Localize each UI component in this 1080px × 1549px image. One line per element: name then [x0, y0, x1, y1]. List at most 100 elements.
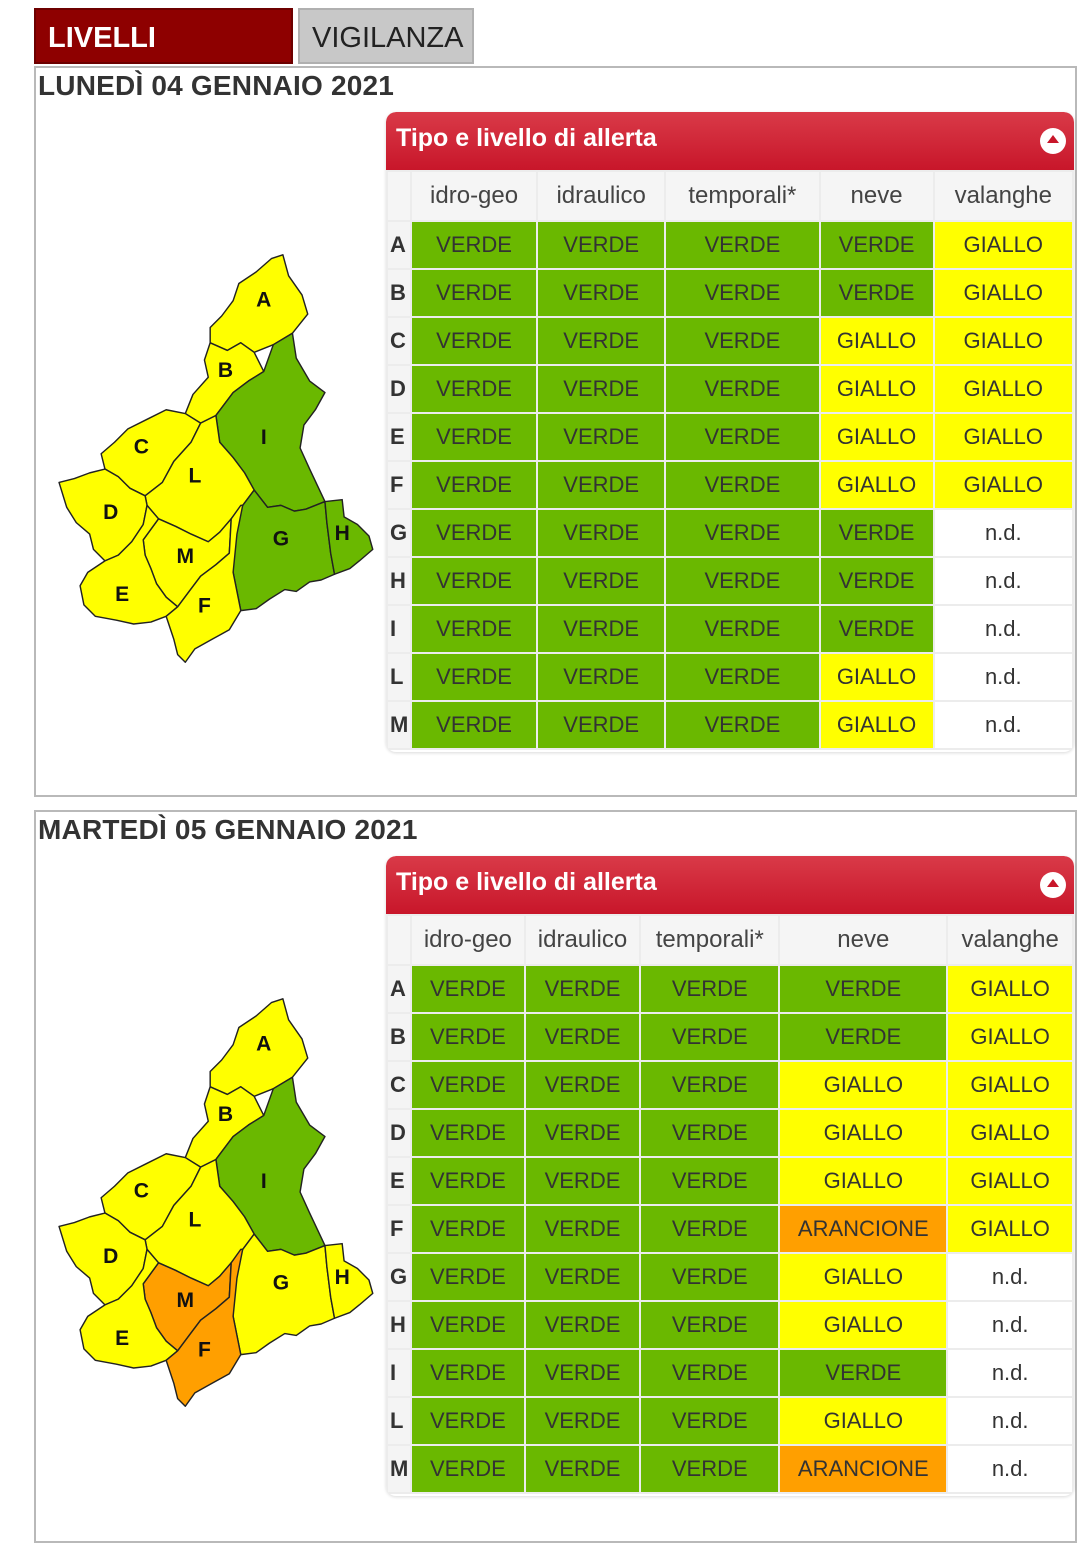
alert-cell: VERDE — [641, 1350, 779, 1396]
panel-header[interactable]: Tipo e livello di allerta — [386, 856, 1074, 914]
panel-header[interactable]: Tipo e livello di allerta — [386, 112, 1074, 170]
map-zone-label: H — [335, 522, 350, 545]
map-zone-label: H — [335, 1266, 350, 1289]
table-row: E VERDE VERDE VERDE GIALLO GIALLO — [388, 1158, 1072, 1204]
alert-cell: VERDE — [641, 966, 779, 1012]
alert-cell: VERDE — [412, 270, 537, 316]
table-row: B VERDE VERDE VERDE VERDE GIALLO — [388, 270, 1072, 316]
zone-label: G — [388, 510, 410, 556]
zone-label: G — [388, 1254, 410, 1300]
column-header: idro-geo — [412, 172, 537, 220]
column-header: valanghe — [948, 916, 1072, 964]
column-header: temporali* — [666, 172, 819, 220]
alert-cell: VERDE — [412, 654, 537, 700]
alert-cell: GIALLO — [820, 654, 933, 700]
alert-cell: n.d. — [948, 1254, 1072, 1300]
alert-cell: VERDE — [412, 1350, 524, 1396]
alert-cell: VERDE — [820, 270, 933, 316]
alert-cell: VERDE — [412, 558, 537, 604]
alert-cell: VERDE — [412, 414, 537, 460]
column-header: idraulico — [525, 916, 640, 964]
alert-cell: GIALLO — [780, 1398, 947, 1444]
alert-cell: VERDE — [666, 510, 819, 556]
alert-cell: GIALLO — [820, 414, 933, 460]
alert-cell: VERDE — [666, 606, 819, 652]
collapse-icon[interactable] — [1040, 128, 1066, 154]
zone-label: D — [388, 366, 410, 412]
alert-cell: VERDE — [641, 1062, 779, 1108]
alert-cell: GIALLO — [948, 1206, 1072, 1252]
alert-cell: VERDE — [538, 558, 665, 604]
table-row: H VERDE VERDE VERDE GIALLO n.d. — [388, 1302, 1072, 1348]
alert-cell: GIALLO — [948, 1110, 1072, 1156]
alert-cell: VERDE — [538, 654, 665, 700]
alert-cell: VERDE — [412, 366, 537, 412]
alert-cell: VERDE — [820, 606, 933, 652]
collapse-icon[interactable] — [1040, 872, 1066, 898]
table-row: L VERDE VERDE VERDE GIALLO n.d. — [388, 654, 1072, 700]
table-row: C VERDE VERDE VERDE GIALLO GIALLO — [388, 318, 1072, 364]
zone-label: B — [388, 1014, 410, 1060]
alert-table: idro-geo idraulico temporali* neve valanghe A… — [386, 914, 1074, 1494]
alert-cell: VERDE — [820, 222, 933, 268]
table-row: L VERDE VERDE VERDE GIALLO n.d. — [388, 1398, 1072, 1444]
map-zone-label: G — [273, 1272, 289, 1295]
alert-cell: VERDE — [412, 318, 537, 364]
alert-cell: n.d. — [934, 702, 1072, 748]
zone-label: M — [388, 1446, 410, 1492]
alert-table: idro-geo idraulico temporali* neve valanghe A… — [386, 170, 1074, 750]
map-zone-e[interactable] — [79, 1248, 179, 1369]
alert-cell: VERDE — [666, 366, 819, 412]
table-row: M VERDE VERDE VERDE ARANCIONE n.d. — [388, 1446, 1072, 1492]
alert-cell: VERDE — [538, 222, 665, 268]
alert-cell: VERDE — [641, 1206, 779, 1252]
alert-cell: VERDE — [538, 414, 665, 460]
alert-cell: GIALLO — [780, 1110, 947, 1156]
piemonte-zone-map: A B I C L D G H M E F — [58, 254, 374, 663]
map-zone-f[interactable] — [165, 1248, 244, 1407]
alert-cell: VERDE — [780, 1014, 947, 1060]
map-zone-h[interactable] — [324, 498, 374, 575]
table-row: F VERDE VERDE VERDE ARANCIONE GIALLO — [388, 1206, 1072, 1252]
zone-label: I — [388, 1350, 410, 1396]
table-row: M VERDE VERDE VERDE GIALLO n.d. — [388, 702, 1072, 748]
alert-cell: n.d. — [948, 1350, 1072, 1396]
alert-cell: VERDE — [538, 702, 665, 748]
tab-livelli-allerta[interactable]: LIVELLI ALLERTA — [34, 8, 293, 110]
alert-cell: VERDE — [820, 510, 933, 556]
alert-cell: VERDE — [412, 510, 537, 556]
column-header: neve — [780, 916, 947, 964]
alert-cell: VERDE — [525, 1014, 640, 1060]
map-zone-label: F — [198, 595, 211, 618]
alert-cell: n.d. — [934, 558, 1072, 604]
map-zone-h[interactable] — [324, 1242, 374, 1319]
alert-cell: VERDE — [820, 558, 933, 604]
zone-label: D — [388, 1110, 410, 1156]
tab-vigilanza[interactable]: VIGILANZA — [298, 8, 474, 64]
zone-label: L — [388, 1398, 410, 1444]
alert-cell: VERDE — [538, 270, 665, 316]
alert-panel: Tipo e livello di allerta idro-geo idraul… — [386, 856, 1074, 1496]
alert-cell: VERDE — [525, 1254, 640, 1300]
day-date: MARTEDÌ 05 GENNAIO 2021 — [38, 814, 418, 845]
alert-cell: GIALLO — [948, 1158, 1072, 1204]
alert-cell: VERDE — [641, 1014, 779, 1060]
header-corner — [388, 172, 410, 220]
alert-cell: VERDE — [525, 1446, 640, 1492]
table-row: C VERDE VERDE VERDE GIALLO GIALLO — [388, 1062, 1072, 1108]
zone-label: B — [388, 270, 410, 316]
table-row: E VERDE VERDE VERDE GIALLO GIALLO — [388, 414, 1072, 460]
alert-cell: VERDE — [641, 1158, 779, 1204]
alert-cell: VERDE — [666, 702, 819, 748]
column-header: temporali* — [641, 916, 779, 964]
alert-cell: GIALLO — [820, 702, 933, 748]
map-zone-label: L — [188, 1208, 201, 1231]
map-zone-e[interactable] — [79, 504, 179, 625]
alert-cell: ARANCIONE — [780, 1206, 947, 1252]
alert-panel: Tipo e livello di allerta idro-geo idraul… — [386, 112, 1074, 752]
table-row: D VERDE VERDE VERDE GIALLO GIALLO — [388, 1110, 1072, 1156]
map-zone-f[interactable] — [165, 504, 244, 663]
map-zone-label: E — [115, 1327, 129, 1350]
day-date: LUNEDÌ 04 GENNAIO 2021 — [38, 70, 395, 101]
